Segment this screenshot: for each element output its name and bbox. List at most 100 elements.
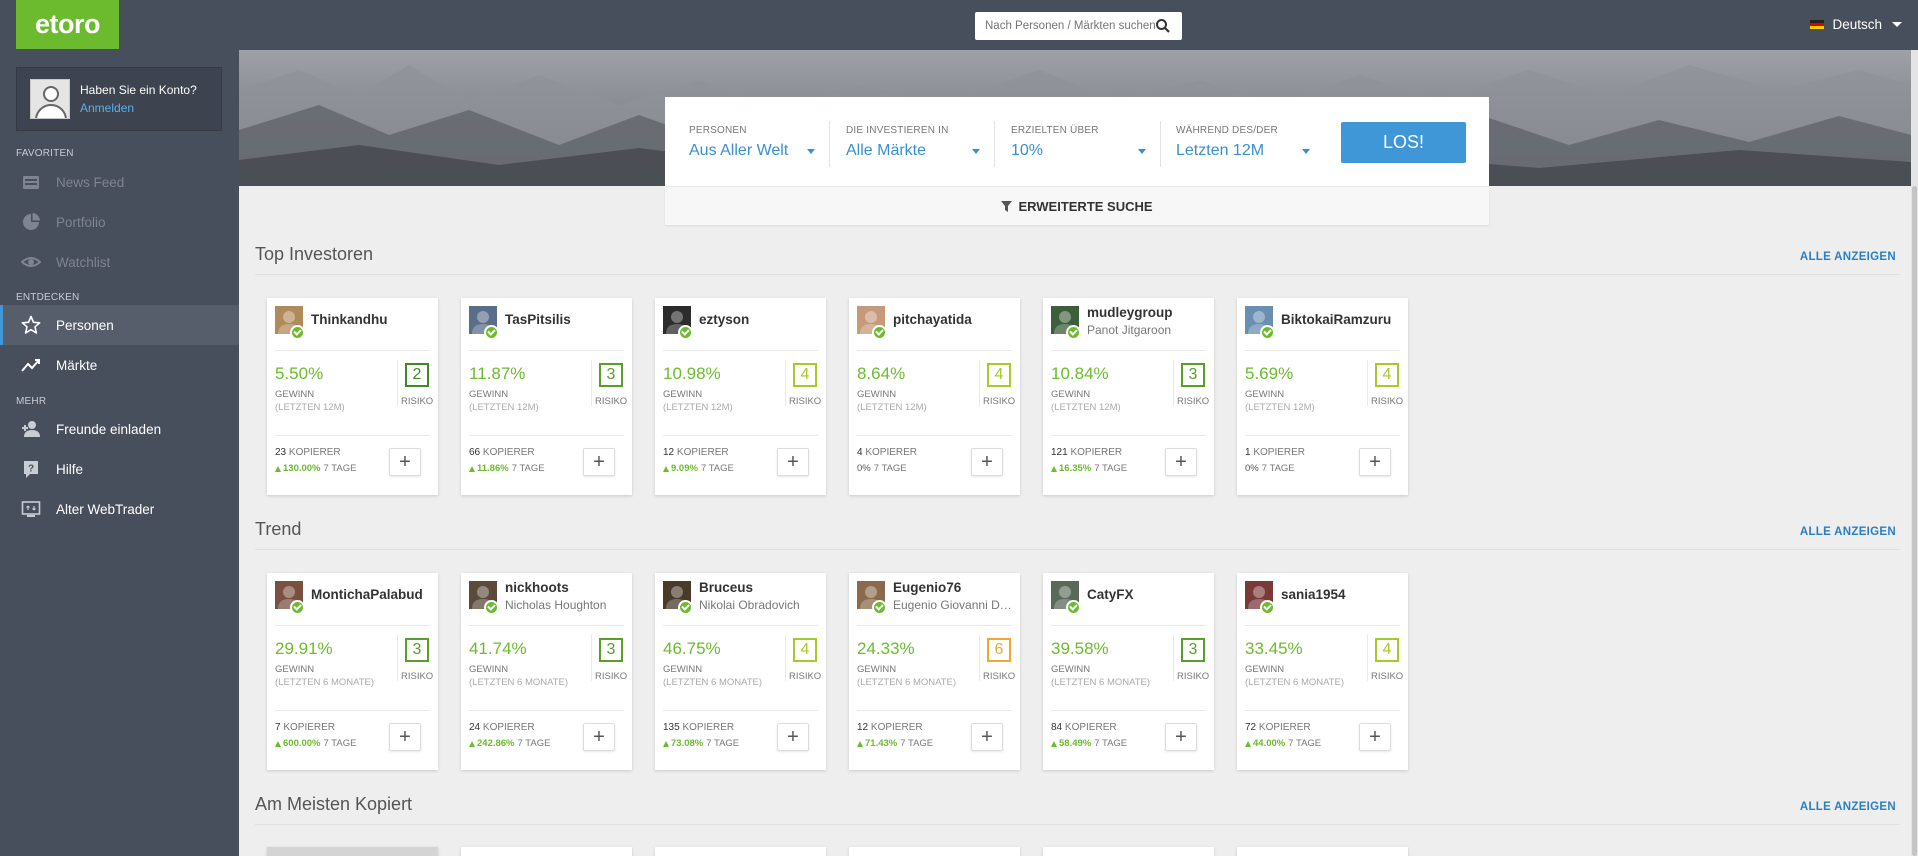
- copy-add-button[interactable]: +: [971, 723, 1003, 751]
- investor-username[interactable]: Eugenio76: [893, 580, 962, 595]
- people-filter[interactable]: PERSONEN Aus Aller Welt: [689, 125, 815, 160]
- gain-period-label: (LETZTEN 12M): [1245, 402, 1315, 413]
- sidebar-item-maerkte[interactable]: Märkte: [0, 345, 239, 385]
- investor-username[interactable]: Bruceus: [699, 580, 754, 595]
- copy-add-button[interactable]: +: [1359, 723, 1391, 751]
- gain-period-label: (LETZTEN 12M): [663, 402, 733, 413]
- show-all-link[interactable]: ALLE ANZEIGEN: [1799, 801, 1896, 813]
- copy-add-button[interactable]: +: [583, 723, 615, 751]
- copy-add-button[interactable]: +: [1359, 448, 1391, 476]
- gain-filter[interactable]: ERZIELTEN ÜBER 10%: [1011, 125, 1146, 160]
- copiers-label: KOPIERER: [482, 722, 535, 733]
- show-all-link[interactable]: ALLE ANZEIGEN: [1799, 526, 1896, 538]
- investor-username[interactable]: TasPitsilis: [505, 312, 571, 327]
- investor-username[interactable]: Thinkandhu: [311, 312, 388, 327]
- copiers-value: 135: [663, 722, 680, 733]
- sidebar-item-label: Hilfe: [56, 461, 84, 477]
- show-all-link[interactable]: ALLE ANZEIGEN: [1799, 251, 1896, 263]
- sidebar-item-hilfe[interactable]: ? Hilfe: [0, 449, 239, 489]
- sidebar-item-freunde-einladen[interactable]: Freunde einladen: [0, 409, 239, 449]
- investor-username[interactable]: mudleygroup: [1087, 305, 1173, 320]
- verified-icon: [872, 600, 887, 615]
- copiers-count: 135 KOPIERER: [663, 722, 734, 733]
- avatar[interactable]: [1051, 581, 1081, 615]
- sidebar-item-news-feed[interactable]: News Feed: [0, 162, 239, 202]
- investor-username[interactable]: pitchayatida: [893, 312, 972, 327]
- go-button[interactable]: LOS!: [1341, 122, 1466, 163]
- arrow-up-icon: [469, 740, 475, 747]
- copy-add-button[interactable]: +: [1165, 723, 1197, 751]
- filter-icon: [1001, 200, 1013, 212]
- login-link[interactable]: Anmelden: [80, 101, 135, 115]
- gain-label: GEWINN: [469, 389, 509, 400]
- avatar[interactable]: [469, 581, 499, 615]
- avatar[interactable]: [275, 306, 305, 340]
- investor-card[interactable]: CatyFX 39.58% GEWINN (LETZTEN 6 MONATE) 3 RIS…: [1043, 573, 1214, 770]
- copiers-value: 24: [469, 722, 481, 733]
- sidebar-item-alter-webtrader[interactable]: Alter WebTrader: [0, 489, 239, 529]
- etoro-logo[interactable]: etoro: [16, 0, 119, 49]
- gain-period-label: (LETZTEN 6 MONATE): [469, 677, 569, 688]
- investor-card[interactable]: sania1954 33.45% GEWINN (LETZTEN 6 MONATE) 4…: [1237, 573, 1408, 770]
- investor-username[interactable]: MontichaPalabud: [311, 587, 423, 602]
- copy-add-button[interactable]: +: [389, 448, 421, 476]
- period-filter-value: Letzten 12M: [1176, 142, 1265, 159]
- investor-card[interactable]: TasPitsilis 11.87% GEWINN (LETZTEN 12M) 3 RIS…: [461, 298, 632, 495]
- investor-card[interactable]: Thinkandhu 5.50% GEWINN (LETZTEN 12M) 2 RISIK…: [267, 298, 438, 495]
- investor-card-partial[interactable]: [655, 847, 826, 856]
- copy-add-button[interactable]: +: [971, 448, 1003, 476]
- investor-card-partial[interactable]: [849, 847, 1020, 856]
- sidebar-item-portfolio[interactable]: Portfolio: [0, 202, 239, 242]
- avatar[interactable]: [1245, 581, 1275, 615]
- copy-add-button[interactable]: +: [777, 723, 809, 751]
- investor-card-partial[interactable]: [1043, 847, 1214, 856]
- risk-score: 3: [1181, 363, 1205, 387]
- avatar[interactable]: [663, 306, 693, 340]
- investor-card[interactable]: nickhoots Nicholas Houghton 41.74% GEWINN (L…: [461, 573, 632, 770]
- investor-card[interactable]: eztyson 10.98% GEWINN (LETZTEN 12M) 4 RISIKO 1…: [655, 298, 826, 495]
- search-input[interactable]: [985, 20, 1155, 32]
- gain-label: GEWINN: [469, 664, 509, 675]
- scrollbar[interactable]: [1911, 50, 1918, 856]
- copiers-count: 121 KOPIERER: [1051, 447, 1122, 458]
- investor-card[interactable]: Eugenio76 Eugenio Giovanni Di ... 24.33% GE…: [849, 573, 1020, 770]
- avatar[interactable]: [663, 581, 693, 615]
- investor-username[interactable]: nickhoots: [505, 580, 569, 595]
- advanced-search-button[interactable]: ERWEITERTE SUCHE: [665, 186, 1489, 225]
- search-icon[interactable]: [1155, 18, 1171, 34]
- avatar[interactable]: [857, 581, 887, 615]
- avatar[interactable]: [469, 306, 499, 340]
- copiers-label: KOPIERER: [1064, 722, 1117, 733]
- investor-username[interactable]: BiktokaiRamzuru: [1281, 312, 1392, 327]
- investor-fullname: Nicholas Houghton: [505, 598, 607, 612]
- sidebar-item-watchlist[interactable]: Watchlist: [0, 242, 239, 282]
- gain-value: 41.74%: [469, 639, 527, 658]
- avatar[interactable]: [1245, 306, 1275, 340]
- copy-add-button[interactable]: +: [389, 723, 421, 751]
- avatar[interactable]: [275, 581, 305, 615]
- investor-card-partial[interactable]: [461, 847, 632, 856]
- copiers-label: KOPIERER: [682, 722, 735, 733]
- copy-add-button[interactable]: +: [583, 448, 615, 476]
- investor-card-partial[interactable]: [1237, 847, 1408, 856]
- investor-card[interactable]: MontichaPalabud 29.91% GEWINN (LETZTEN 6 MO…: [267, 573, 438, 770]
- copy-add-button[interactable]: +: [1165, 448, 1197, 476]
- risk-label: RISIKO: [1371, 396, 1404, 407]
- market-filter[interactable]: DIE INVESTIEREN IN Alle Märkte: [846, 125, 980, 160]
- investor-username[interactable]: eztyson: [699, 312, 750, 327]
- gain-period-label: (LETZTEN 6 MONATE): [857, 677, 957, 688]
- avatar[interactable]: [1051, 306, 1081, 340]
- investor-card[interactable]: Bruceus Nikolai Obradovich 46.75% GEWINN (LE…: [655, 573, 826, 770]
- period-filter[interactable]: WÄHREND DES/DER Letzten 12M: [1176, 125, 1310, 160]
- investor-card[interactable]: pitchayatida 8.64% GEWINN (LETZTEN 12M) 4 RIS…: [849, 298, 1020, 495]
- investor-card[interactable]: mudleygroup Panot Jitgaroon 10.84% GEWINN (L…: [1043, 298, 1214, 495]
- investor-username[interactable]: sania1954: [1281, 587, 1346, 602]
- investor-card[interactable]: BiktokaiRamzuru 5.69% GEWINN (LETZTEN 12M) 4…: [1237, 298, 1408, 495]
- investor-card-partial[interactable]: [267, 847, 438, 856]
- avatar[interactable]: [857, 306, 887, 340]
- language-selector[interactable]: Deutsch: [1810, 17, 1902, 32]
- copy-add-button[interactable]: +: [777, 448, 809, 476]
- sidebar-item-personen[interactable]: Personen: [0, 305, 239, 345]
- copiers-value: 12: [857, 722, 869, 733]
- investor-username[interactable]: CatyFX: [1087, 587, 1134, 602]
